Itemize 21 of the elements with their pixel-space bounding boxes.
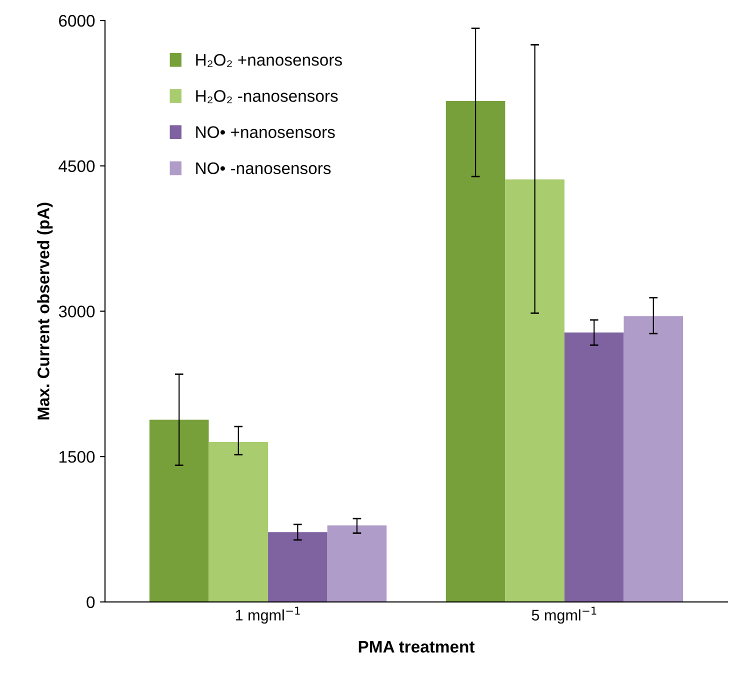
- bar: [624, 316, 684, 602]
- y-tick-label: 0: [86, 596, 95, 608]
- bar: [208, 442, 268, 602]
- y-axis-title: Max. Current observed (pA): [37, 202, 53, 420]
- y-tick-label: 3000: [58, 306, 95, 318]
- legend-label: NO• +nanosensors: [196, 126, 335, 138]
- bar: [564, 332, 624, 602]
- x-tick-label: 5 mgml$^{−1}$: [532, 606, 596, 624]
- y-tick-label: 6000: [59, 14, 95, 27]
- bar: [505, 179, 564, 602]
- x-tick-label: 1 mgml$^{−1}$: [236, 606, 300, 624]
- y-tick-label: 1500: [59, 450, 95, 463]
- bar: [268, 532, 328, 602]
- y-tick-label: 4500: [58, 160, 95, 172]
- bar: [327, 525, 387, 602]
- legend-label: H₂O₂ -nanosensors: [196, 90, 338, 104]
- bar: [149, 420, 209, 602]
- legend-label: NO• -nanosensors: [196, 162, 331, 174]
- x-axis-title: PMA treatment: [358, 641, 475, 653]
- bar: [446, 100, 506, 602]
- legend-label: H₂O₂ +nanosensors: [196, 54, 342, 68]
